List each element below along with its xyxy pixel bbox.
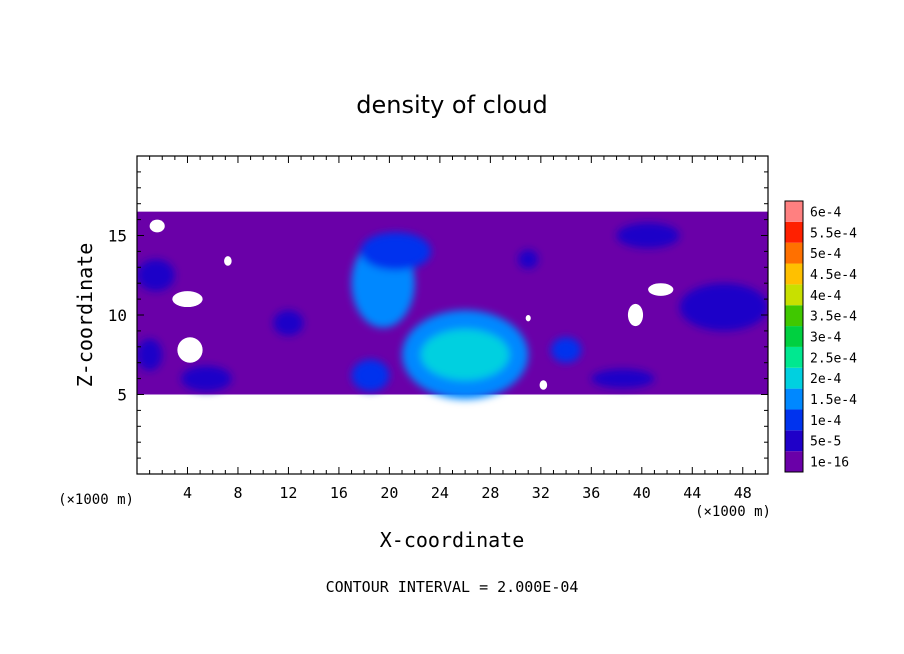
colorbar-swatch: [785, 430, 803, 452]
clear-air-gap-0: [172, 291, 203, 308]
colorbar-label: 1.5e-4: [810, 393, 857, 408]
y-tick-label: 5: [117, 386, 127, 405]
x-tick-label: 40: [633, 484, 651, 502]
y-tick-label: 15: [108, 227, 127, 246]
colorbar-label: 3.5e-4: [810, 310, 857, 325]
density-feature-13: [591, 369, 655, 389]
y-axis-label: Z-coordinate: [73, 243, 97, 388]
colorbar-swatch: [785, 242, 803, 264]
density-feature-8: [273, 310, 304, 336]
x-tick-label: 44: [683, 484, 701, 502]
colorbar-swatch: [785, 263, 803, 285]
colorbar-swatch: [785, 221, 803, 243]
colorbar-label: 5e-5: [810, 435, 841, 450]
x-tick-label: 48: [734, 484, 752, 502]
x-tick-label: 20: [380, 484, 398, 502]
density-feature-10: [137, 259, 175, 292]
density-feature-5: [550, 337, 582, 363]
clear-air-gap-7: [149, 219, 165, 233]
density-feature-3: [420, 329, 510, 381]
colorbar-swatch: [785, 367, 803, 389]
clear-air-gap-1: [177, 337, 203, 363]
density-feature-12: [518, 249, 539, 269]
x-tick-label: 32: [532, 484, 550, 502]
colorbar-label: 2.5e-4: [810, 351, 857, 366]
colorbar-label: 5.5e-4: [810, 226, 857, 241]
contour-interval-footer: CONTOUR INTERVAL = 2.000E-04: [326, 578, 579, 596]
density-feature-9: [137, 338, 163, 371]
colorbar-swatch: [785, 305, 803, 327]
density-feature-6: [679, 283, 768, 331]
x-tick-label: 4: [183, 484, 192, 502]
x-tick-label: 8: [233, 484, 242, 502]
density-feature-4: [351, 359, 390, 392]
plot-area: [137, 156, 768, 474]
x-tick-label: 24: [431, 484, 449, 502]
x-tick-label: 16: [330, 484, 348, 502]
colorbar-swatch: [785, 201, 803, 222]
x-unit-label-left: (×1000 m): [58, 492, 134, 508]
colorbar-label: 2e-4: [810, 372, 841, 387]
colorbar-label: 4.5e-4: [810, 268, 857, 283]
colorbar-label: 6e-4: [810, 205, 841, 220]
clear-air-gap-4: [648, 283, 674, 296]
x-tick-label: 12: [279, 484, 297, 502]
colorbar-label: 4e-4: [810, 289, 841, 304]
colorbar-swatch: [785, 451, 803, 472]
colorbar-swatch: [785, 284, 803, 306]
colorbar-label: 1e-16: [810, 456, 849, 471]
colorbar-label: 3e-4: [810, 331, 841, 346]
chart-title: density of cloud: [356, 91, 547, 119]
colorbar-swatch: [785, 409, 803, 431]
colorbar-swatch: [785, 346, 803, 368]
density-feature-11: [616, 222, 680, 249]
x-axis-label: X-coordinate: [380, 528, 525, 552]
colorbar-label: 5e-4: [810, 247, 841, 262]
colorbar-swatch: [785, 326, 803, 347]
x-tick-label: 36: [582, 484, 600, 502]
colorbar-label: 1e-4: [810, 414, 841, 429]
x-tick-label: 28: [481, 484, 499, 502]
clear-air-gap-5: [525, 315, 531, 322]
colorbar-swatch: [785, 388, 803, 410]
colorbar-frame: [784, 200, 804, 473]
density-feature-1: [360, 232, 432, 271]
clear-air-gap-2: [224, 256, 232, 266]
density-feature-7: [181, 365, 232, 392]
colorbar: 1e-16 5e-5 1e-4 1.5e-4 2e-4 2.5e-4 3e-4 3.5e-4 4…: [784, 200, 857, 473]
clear-air-gap-3: [627, 303, 644, 327]
y-tick-label: 10: [108, 306, 127, 325]
clear-air-gap-6: [539, 380, 548, 390]
x-unit-label-right: (×1000 m): [695, 504, 771, 520]
